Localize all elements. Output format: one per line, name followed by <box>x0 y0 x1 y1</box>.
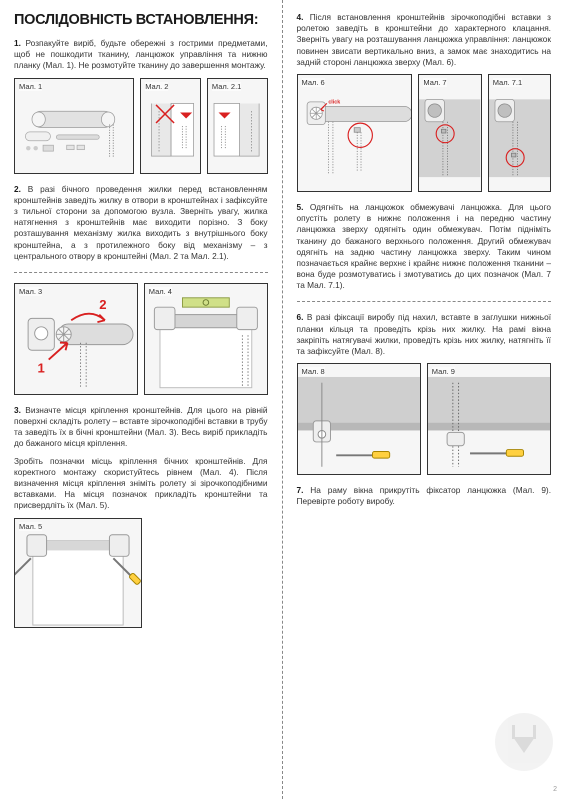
figure-7-1: Мал. 7.1 <box>488 74 551 192</box>
step-5-text: 5. Одягніть на ланцюжок обмежувачі ланцю… <box>297 202 552 292</box>
page-title: ПОСЛІДОВНІСТЬ ВСТАНОВЛЕННЯ: <box>14 12 268 28</box>
step-1-text: 1. Розпакуйте виріб, будьте обережні з г… <box>14 38 268 72</box>
figure-row-4: Мал. 6 click Мал. 7 <box>297 74 552 192</box>
figure-3: Мал. 3 2 1 <box>14 283 138 395</box>
figure-row-3: Мал. 5 <box>14 518 268 628</box>
figure-7-1-label: Мал. 7.1 <box>493 78 522 87</box>
figure-2-label: Мал. 2 <box>145 82 168 91</box>
step-2-text: 2. В разі бічного проведення жилки перед… <box>14 184 268 262</box>
svg-text:1: 1 <box>37 361 44 376</box>
svg-text:click: click <box>328 99 340 105</box>
figure-9: Мал. 9 <box>427 363 551 475</box>
figure-5-label: Мал. 5 <box>19 522 42 531</box>
right-column: 4. Після встановлення кронштейнів зірочк… <box>283 0 565 799</box>
figure-3-label: Мал. 3 <box>19 287 42 296</box>
figure-5: Мал. 5 <box>14 518 142 628</box>
figure-6-label: Мал. 6 <box>302 78 325 87</box>
step-6-text: 6. В разі фіксації виробу під нахил, вст… <box>297 312 552 357</box>
figure-row-1: Мал. 1 Мал. 2 <box>14 78 268 174</box>
figure-row-5: Мал. 8 Мал. 9 <box>297 363 552 475</box>
figure-1-label: Мал. 1 <box>19 82 42 91</box>
figure-2-1: Мал. 2.1 <box>207 78 268 174</box>
figure-4: Мал. 4 <box>144 283 268 395</box>
section-divider <box>14 272 268 273</box>
step-3b-text: Зробіть позначки місць кріплення бічних … <box>14 456 268 512</box>
left-column: ПОСЛІДОВНІСТЬ ВСТАНОВЛЕННЯ: 1. Розпакуйт… <box>0 0 283 799</box>
figure-7: Мал. 7 <box>418 74 481 192</box>
figure-1: Мал. 1 <box>14 78 134 174</box>
step-7-text: 7. На раму вікна прикрутіть фіксатор лан… <box>297 485 552 507</box>
step-4-text: 4. Після встановлення кронштейнів зірочк… <box>297 12 552 68</box>
figure-row-2: Мал. 3 2 1 Мал. 4 <box>14 283 268 395</box>
figure-2-1-label: Мал. 2.1 <box>212 82 241 91</box>
figure-8-label: Мал. 8 <box>302 367 325 376</box>
section-divider <box>297 301 552 302</box>
figure-9-label: Мал. 9 <box>432 367 455 376</box>
watermark-icon <box>495 713 553 771</box>
step-3a-text: 3. Визначте місця кріплення кронштейнів.… <box>14 405 268 450</box>
page-number: 2 <box>553 786 557 793</box>
figure-6: Мал. 6 click <box>297 74 413 192</box>
figure-2: Мал. 2 <box>140 78 201 174</box>
figure-4-label: Мал. 4 <box>149 287 172 296</box>
figure-7-label: Мал. 7 <box>423 78 446 87</box>
svg-text:2: 2 <box>99 297 106 312</box>
figure-8: Мал. 8 <box>297 363 421 475</box>
